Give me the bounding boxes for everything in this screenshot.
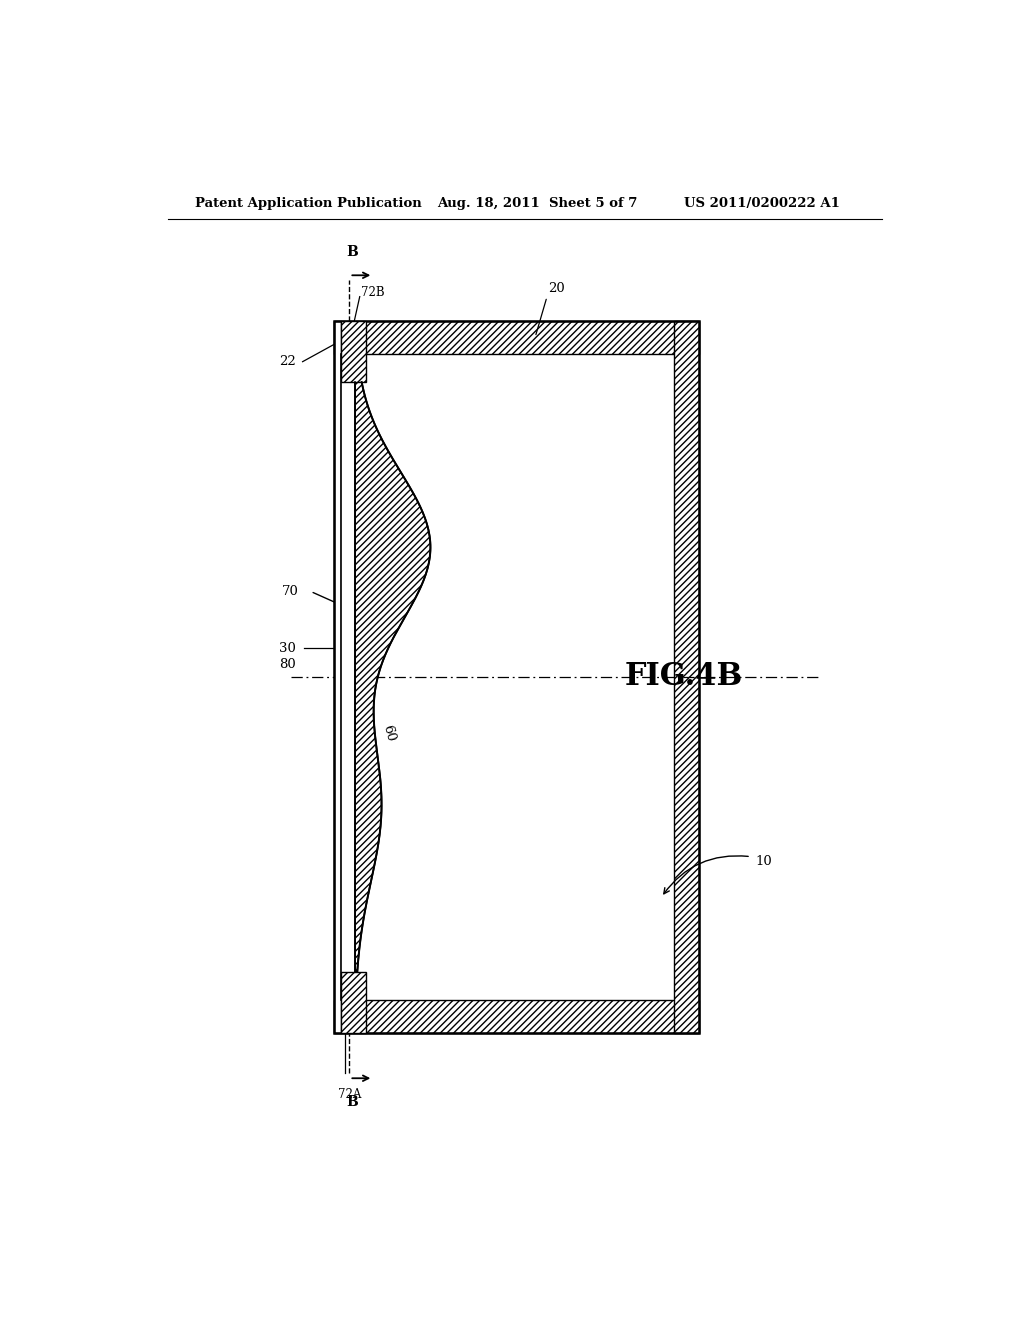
Bar bbox=[341, 321, 367, 381]
Text: 60: 60 bbox=[381, 723, 397, 743]
Text: Patent Application Publication: Patent Application Publication bbox=[196, 197, 422, 210]
Text: Aug. 18, 2011  Sheet 5 of 7: Aug. 18, 2011 Sheet 5 of 7 bbox=[437, 197, 638, 210]
Text: 72B: 72B bbox=[360, 286, 384, 300]
Bar bbox=[341, 354, 355, 1001]
FancyArrowPatch shape bbox=[664, 855, 749, 894]
Bar bbox=[334, 321, 699, 354]
Bar bbox=[334, 321, 341, 1032]
Text: 72A: 72A bbox=[338, 1089, 361, 1101]
Text: B: B bbox=[346, 246, 357, 259]
Bar bbox=[334, 321, 699, 1032]
Bar bbox=[674, 321, 699, 1032]
Bar bbox=[334, 1001, 699, 1032]
Text: 20: 20 bbox=[549, 282, 565, 294]
Text: FIG.4B: FIG.4B bbox=[625, 661, 742, 692]
Polygon shape bbox=[355, 381, 430, 972]
Bar bbox=[341, 972, 367, 1032]
Text: 22: 22 bbox=[280, 355, 296, 368]
Text: 80: 80 bbox=[280, 657, 296, 671]
Text: B: B bbox=[346, 1094, 357, 1109]
Text: 70: 70 bbox=[282, 585, 299, 598]
Text: 10: 10 bbox=[755, 855, 772, 869]
Text: US 2011/0200222 A1: US 2011/0200222 A1 bbox=[684, 197, 840, 210]
Text: 30: 30 bbox=[280, 642, 296, 655]
